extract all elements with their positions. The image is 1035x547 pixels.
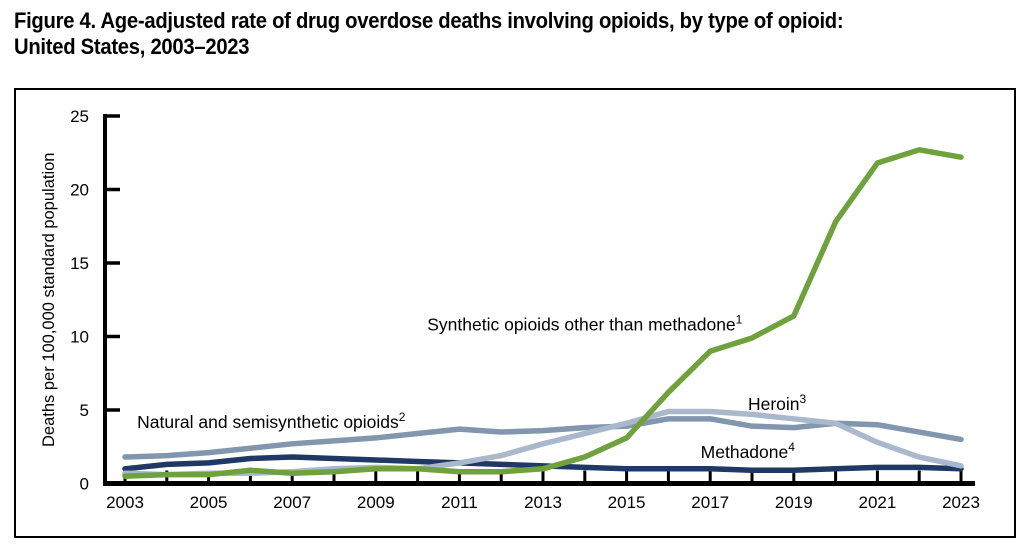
y-tick-label: 0 — [80, 475, 89, 494]
series-line-synthetic-opioids-other-than-methadone — [122, 147, 964, 479]
x-tick-label: 2011 — [441, 493, 478, 512]
series-label-synthetic-opioids-other-than-methadone: Synthetic opioids other than methadone1 — [427, 313, 742, 335]
x-tick-label: 2023 — [942, 493, 980, 512]
y-axis-title: Deaths per 100,000 standard population — [40, 153, 58, 447]
figure-title-line1: Figure 4. Age-adjusted rate of drug over… — [14, 8, 844, 33]
x-tick-label: 2003 — [106, 493, 144, 512]
series-line-methadone — [122, 454, 964, 474]
series-label-natural-semisynthetic-opioids: Natural and semisynthetic opioids2 — [137, 410, 406, 432]
x-tick-label: 2019 — [775, 493, 813, 512]
x-tick-label: 2021 — [858, 493, 896, 512]
y-tick-label: 10 — [70, 328, 89, 347]
figure-title-line2: United States, 2003–2023 — [14, 33, 250, 59]
chart-frame: 0 5 10 15 20 25 2003 2005 2007 2009 2011 2013 2015 20… — [14, 88, 1016, 538]
x-tick-label: 2017 — [691, 493, 729, 512]
x-tick-label: 2005 — [190, 493, 228, 512]
y-tick-label: 5 — [80, 401, 89, 420]
figure-title: Figure 4. Age-adjusted rate of drug over… — [14, 8, 844, 60]
x-tick-label: 2007 — [273, 493, 311, 512]
y-tick-label: 15 — [70, 254, 89, 273]
x-tick-label: 2009 — [357, 493, 395, 512]
series-label-methadone: Methadone4 — [701, 440, 796, 462]
opioid-death-rate-line-chart: 0 5 10 15 20 25 2003 2005 2007 2009 2011 2013 2015 20… — [40, 107, 980, 512]
x-tick-label: 2013 — [524, 493, 562, 512]
series-line-natural-semisynthetic-opioids — [122, 416, 964, 460]
y-tick-label: 20 — [70, 181, 89, 200]
y-tick-label: 25 — [70, 107, 89, 126]
series-label-heroin: Heroin3 — [748, 392, 807, 414]
x-tick-label: 2015 — [608, 493, 646, 512]
